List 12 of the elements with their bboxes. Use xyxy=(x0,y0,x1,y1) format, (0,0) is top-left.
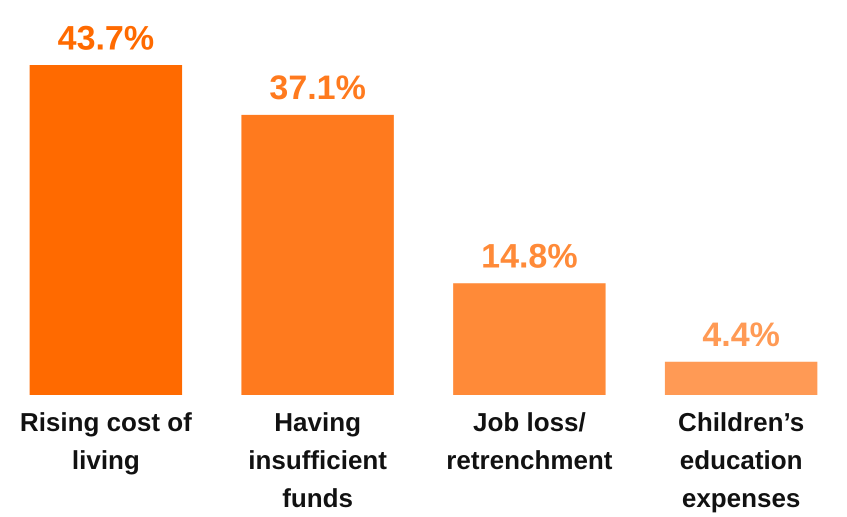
data-label: 4.4% xyxy=(702,316,780,354)
x-tick-label: Job loss/ retrenchment xyxy=(446,407,613,476)
bar xyxy=(241,114,394,395)
bar xyxy=(453,283,606,395)
data-label: 43.7% xyxy=(58,19,154,58)
data-label: 37.1% xyxy=(269,69,366,108)
bar xyxy=(30,65,182,395)
data-label: 14.8% xyxy=(481,238,578,276)
x-tick-label: Having insufficient funds xyxy=(248,407,388,514)
x-tick-label: Rising cost of living xyxy=(20,407,192,476)
x-tick-label: Children’s education expenses xyxy=(678,407,804,514)
bar xyxy=(664,362,818,395)
